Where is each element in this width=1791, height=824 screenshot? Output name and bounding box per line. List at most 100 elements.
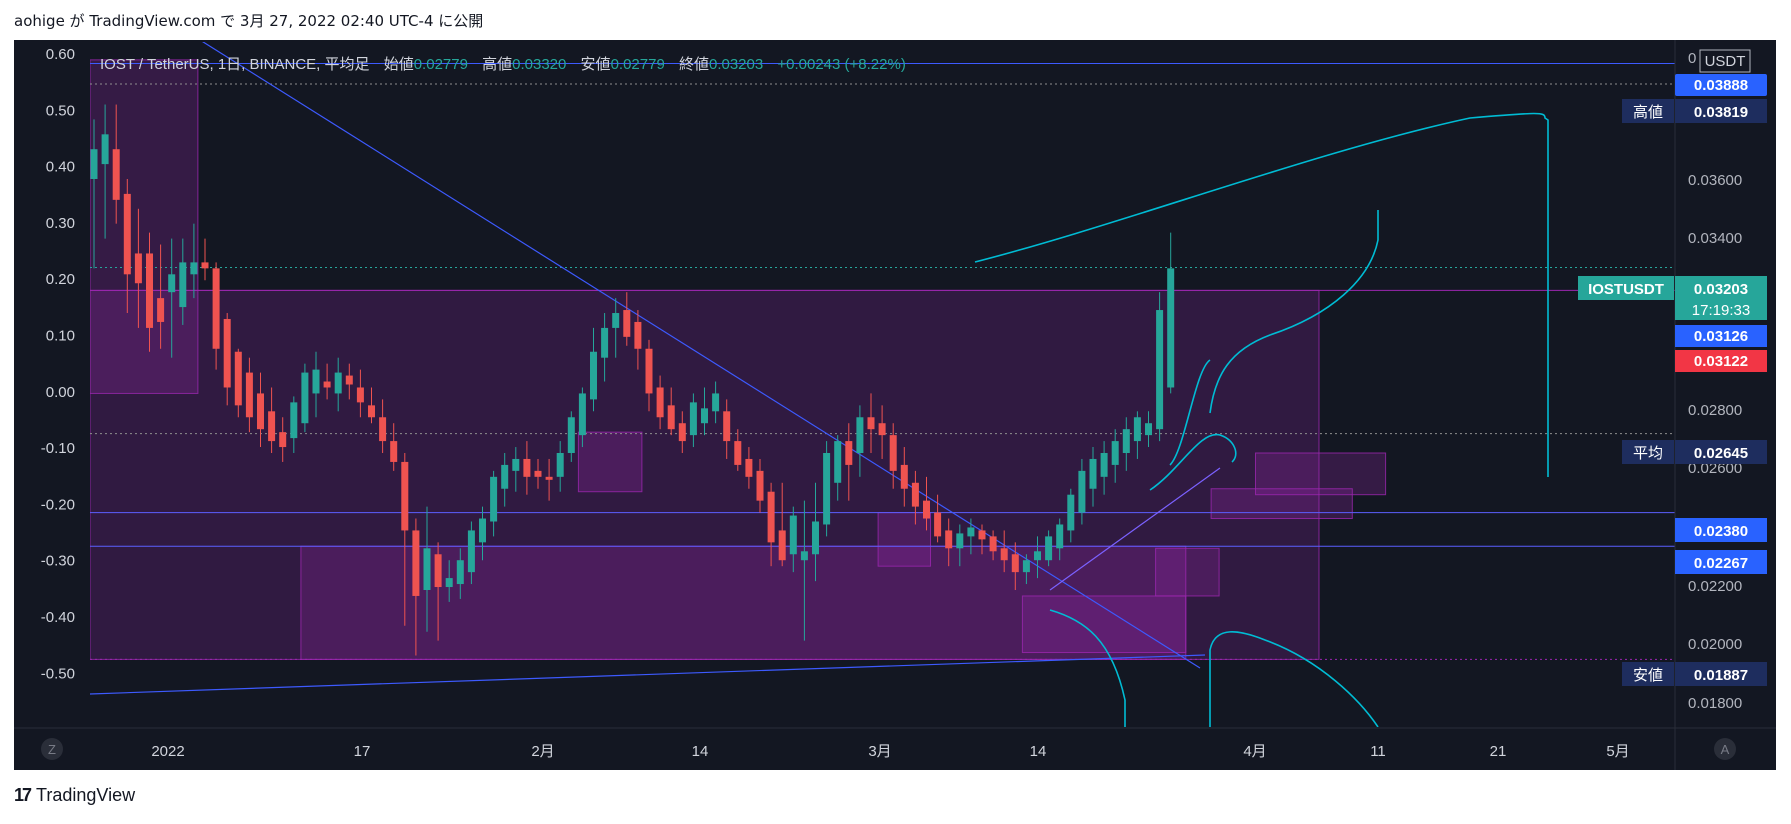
candle-body[interactable] bbox=[634, 321, 642, 349]
candle-body[interactable] bbox=[834, 441, 842, 483]
candle-body[interactable] bbox=[1089, 458, 1097, 489]
candle-body[interactable] bbox=[1067, 494, 1075, 531]
candle-body[interactable] bbox=[556, 453, 564, 477]
candle-body[interactable] bbox=[956, 533, 964, 549]
candle-body[interactable] bbox=[1056, 524, 1064, 549]
candle-body[interactable] bbox=[678, 423, 686, 442]
candle-body[interactable] bbox=[945, 530, 953, 549]
candle-body[interactable] bbox=[734, 441, 742, 465]
candle-body[interactable] bbox=[667, 405, 675, 430]
candle-body[interactable] bbox=[134, 253, 142, 284]
candle-body[interactable] bbox=[656, 387, 664, 418]
candle-body[interactable] bbox=[345, 375, 353, 385]
candle-body[interactable] bbox=[778, 530, 786, 561]
candle-body[interactable] bbox=[1100, 453, 1108, 477]
candle-body[interactable] bbox=[523, 458, 531, 477]
candle-body[interactable] bbox=[201, 262, 209, 269]
candle-body[interactable] bbox=[767, 491, 775, 543]
candle-body[interactable] bbox=[90, 149, 98, 179]
candle-body[interactable] bbox=[623, 310, 631, 337]
candle-body[interactable] bbox=[290, 402, 298, 439]
candle-body[interactable] bbox=[689, 402, 697, 436]
tradingview-logo[interactable]: 17 TradingView bbox=[14, 785, 135, 806]
candle-body[interactable] bbox=[157, 298, 165, 322]
candle-body[interactable] bbox=[146, 253, 153, 328]
candle-body[interactable] bbox=[112, 149, 120, 200]
candle-body[interactable] bbox=[545, 476, 553, 480]
unit-badge[interactable] bbox=[1699, 49, 1751, 73]
a-button[interactable] bbox=[1714, 738, 1736, 760]
candle-body[interactable] bbox=[590, 351, 597, 400]
candle-body[interactable] bbox=[1000, 548, 1008, 561]
candle-body[interactable] bbox=[479, 518, 486, 543]
candle-body[interactable] bbox=[900, 464, 908, 489]
candle-body[interactable] bbox=[845, 441, 853, 465]
candle-body[interactable] bbox=[312, 369, 320, 394]
candle-body[interactable] bbox=[101, 134, 109, 165]
candle-body[interactable] bbox=[612, 313, 620, 328]
candle-body[interactable] bbox=[867, 417, 875, 430]
candle-body[interactable] bbox=[823, 453, 831, 525]
candle-body[interactable] bbox=[212, 268, 220, 349]
candle-body[interactable] bbox=[268, 411, 276, 442]
candle-body[interactable] bbox=[301, 372, 309, 424]
candle-body[interactable] bbox=[245, 372, 253, 418]
candle-body[interactable] bbox=[812, 521, 819, 555]
candle-body[interactable] bbox=[934, 512, 942, 537]
candle-body[interactable] bbox=[401, 461, 409, 531]
candle-body[interactable] bbox=[1022, 560, 1030, 573]
candle-body[interactable] bbox=[567, 417, 575, 453]
candle-body[interactable] bbox=[179, 262, 187, 308]
candle-body[interactable] bbox=[978, 530, 986, 540]
candle-body[interactable] bbox=[323, 381, 331, 388]
candle-body[interactable] bbox=[223, 318, 231, 388]
candle-body[interactable] bbox=[534, 470, 542, 477]
candle-body[interactable] bbox=[423, 548, 431, 590]
candle-body[interactable] bbox=[1111, 441, 1119, 465]
candle-body[interactable] bbox=[645, 348, 653, 394]
candle-body[interactable] bbox=[412, 530, 420, 596]
candle-body[interactable] bbox=[878, 423, 886, 436]
candle-body[interactable] bbox=[601, 327, 609, 358]
candle-body[interactable] bbox=[490, 476, 498, 522]
candle-body[interactable] bbox=[1122, 429, 1130, 453]
candle-body[interactable] bbox=[379, 417, 387, 442]
candle-body[interactable] bbox=[1011, 554, 1019, 573]
candle-body[interactable] bbox=[923, 500, 930, 519]
candle-body[interactable] bbox=[712, 393, 720, 412]
candle-body[interactable] bbox=[1133, 417, 1141, 442]
candle-body[interactable] bbox=[889, 435, 897, 471]
candle-body[interactable] bbox=[190, 262, 198, 275]
candle-body[interactable] bbox=[1034, 551, 1041, 561]
candle-body[interactable] bbox=[445, 578, 453, 588]
candle-body[interactable] bbox=[723, 411, 731, 442]
candle-body[interactable] bbox=[279, 432, 287, 448]
candle-body[interactable] bbox=[789, 515, 797, 555]
candle-body[interactable] bbox=[368, 405, 375, 418]
candle-body[interactable] bbox=[168, 274, 176, 293]
candle-body[interactable] bbox=[856, 417, 864, 453]
candle-body[interactable] bbox=[456, 560, 464, 585]
candle-body[interactable] bbox=[967, 527, 975, 537]
candle-body[interactable] bbox=[1156, 310, 1164, 430]
candle-body[interactable] bbox=[467, 530, 475, 573]
z-button[interactable] bbox=[41, 738, 63, 760]
candle-body[interactable] bbox=[701, 408, 708, 424]
candle-body[interactable] bbox=[1167, 268, 1175, 388]
candle-body[interactable] bbox=[390, 441, 398, 462]
candle-body[interactable] bbox=[234, 351, 242, 406]
candle-body[interactable] bbox=[1045, 536, 1053, 561]
candle-body[interactable] bbox=[578, 393, 586, 436]
candle-body[interactable] bbox=[911, 482, 919, 507]
candle-body[interactable] bbox=[1078, 470, 1086, 513]
candle-body[interactable] bbox=[800, 551, 808, 561]
candle-body[interactable] bbox=[756, 470, 764, 501]
candle-body[interactable] bbox=[1145, 423, 1152, 436]
candle-body[interactable] bbox=[334, 372, 342, 394]
candle-body[interactable] bbox=[512, 458, 520, 471]
candle-body[interactable] bbox=[434, 554, 442, 588]
candle-body[interactable] bbox=[501, 464, 509, 489]
candle-body[interactable] bbox=[989, 536, 997, 552]
candle-body[interactable] bbox=[356, 387, 364, 403]
candle-body[interactable] bbox=[745, 458, 753, 477]
